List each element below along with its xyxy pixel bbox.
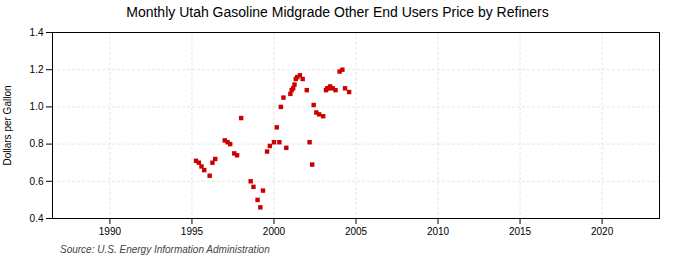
svg-text:1.4: 1.4 — [30, 27, 44, 38]
svg-text:2005: 2005 — [345, 226, 368, 237]
svg-text:0.8: 0.8 — [30, 138, 44, 149]
svg-text:0.4: 0.4 — [30, 213, 44, 224]
svg-text:2000: 2000 — [263, 226, 286, 237]
svg-text:Dollars per Gallon: Dollars per Gallon — [2, 85, 13, 165]
svg-text:1.2: 1.2 — [30, 64, 44, 75]
html-text:Source: U.S. Energy Informatio: Source: U.S. Energy Information Administ… — [60, 244, 270, 255]
svg-text:1995: 1995 — [181, 226, 204, 237]
svg-text:2020: 2020 — [591, 226, 614, 237]
svg-text:1990: 1990 — [99, 226, 122, 237]
html-text:Monthly Utah Gasoline Midgrade: Monthly Utah Gasoline Midgrade Other End… — [126, 4, 549, 20]
svg-text:2015: 2015 — [509, 226, 532, 237]
svg-text:2010: 2010 — [427, 226, 450, 237]
svg-text:0.6: 0.6 — [30, 176, 44, 187]
svg-text:1.0: 1.0 — [30, 101, 44, 112]
